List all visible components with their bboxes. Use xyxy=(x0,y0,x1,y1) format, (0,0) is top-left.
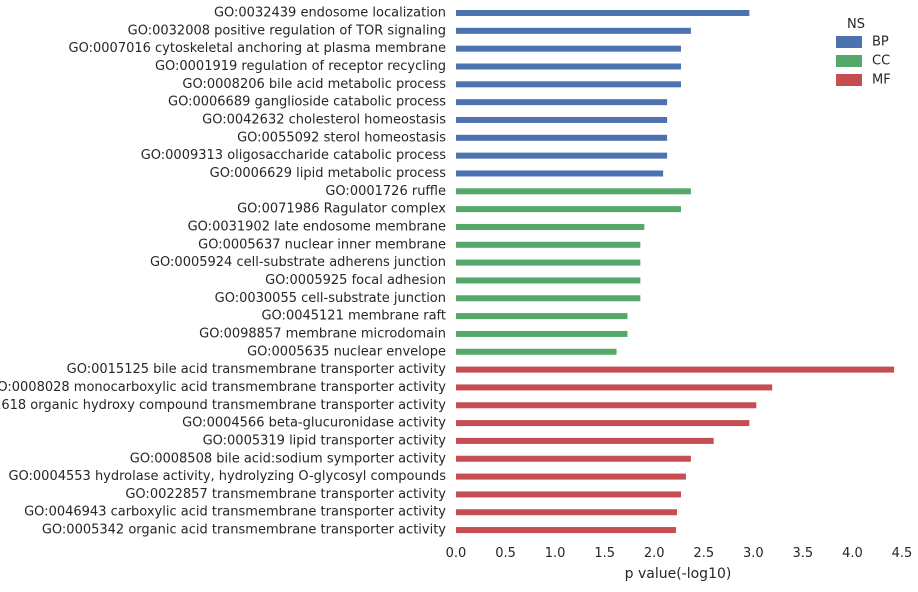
category-label: GO:0005319 lipid transporter activity xyxy=(203,433,447,448)
bar-mf xyxy=(456,366,895,373)
category-label: GO:0055092 sterol homeostasis xyxy=(237,130,446,145)
x-tick-label: 3.5 xyxy=(793,546,814,561)
category-label: GO:0005637 nuclear inner membrane xyxy=(198,237,446,252)
bar-cc xyxy=(456,348,617,355)
category-label: GO:0007016 cytoskeletal anchoring at pla… xyxy=(69,41,446,56)
bar-bp xyxy=(456,27,691,34)
category-label: GO:0005635 nuclear envelope xyxy=(247,344,446,359)
bar-bp xyxy=(456,81,681,88)
bar-cc xyxy=(456,277,641,284)
bar-cc xyxy=(456,259,641,266)
category-label: GO:0005924 cell-substrate adherens junct… xyxy=(150,255,446,270)
category-label: GO:0042632 cholesterol homeostasis xyxy=(202,112,446,127)
legend-label-bp: BP xyxy=(872,35,889,50)
category-label: GO:0008028 monocarboxylic acid transmemb… xyxy=(0,380,446,395)
legend: NS BP CC MF xyxy=(836,17,891,88)
bar-cc xyxy=(456,313,628,320)
category-label: GO:0001919 regulation of receptor recycl… xyxy=(155,59,446,74)
bar-mf xyxy=(456,384,773,391)
category-label: GO:0045121 membrane raft xyxy=(261,309,446,324)
category-label: GO:0022857 transmembrane transporter act… xyxy=(125,487,446,502)
bar-cc xyxy=(456,295,641,302)
bars-layer xyxy=(456,10,895,534)
bar-mf xyxy=(456,527,677,534)
bar-cc xyxy=(456,330,628,337)
bar-cc xyxy=(456,206,681,213)
category-label: GO:0032008 positive regulation of TOR si… xyxy=(128,23,446,38)
x-tick-label: 3.0 xyxy=(743,546,764,561)
category-label: GO:0005342 organic acid transmembrane tr… xyxy=(42,523,446,538)
category-label: GO:0031902 late endosome membrane xyxy=(188,219,446,234)
category-label: GO:0015125 bile acid transmembrane trans… xyxy=(67,362,447,377)
bar-bp xyxy=(456,10,750,16)
bar-mf xyxy=(456,402,757,409)
category-label: GO:0009313 oligosaccharide catabolic pro… xyxy=(141,148,447,163)
category-label: GO:0032439 endosome localization xyxy=(214,6,446,21)
category-label: GO:0005925 focal adhesion xyxy=(265,273,446,288)
category-label: GO:0008206 bile acid metabolic process xyxy=(182,77,446,92)
category-label: GO:0046943 carboxylic acid transmembrane… xyxy=(24,505,446,520)
x-axis-label: p value(-log10) xyxy=(625,566,732,582)
category-label: GO:0098857 membrane microdomain xyxy=(199,326,446,341)
category-label: GO:0001726 ruffle xyxy=(325,184,446,199)
legend-swatch-mf xyxy=(836,74,862,86)
x-tick-label: 4.0 xyxy=(842,546,863,561)
category-label: GO:0006689 ganglioside catabolic process xyxy=(168,95,446,110)
legend-swatch-bp xyxy=(836,36,862,48)
category-label: GO:0008508 bile acid:sodium symporter ac… xyxy=(130,451,447,466)
x-tick-label: 2.5 xyxy=(693,546,714,561)
bar-mf xyxy=(456,437,714,444)
category-label: GO:0071986 Ragulator complex xyxy=(237,202,446,217)
bar-bp xyxy=(456,99,668,106)
x-tick-label: 2.0 xyxy=(644,546,665,561)
bar-bp xyxy=(456,152,668,159)
bar-cc xyxy=(456,241,641,248)
x-axis-ticks: 0.0 0.5 1.0 1.5 2.0 2.5 3.0 3.5 4.0 4.5 xyxy=(446,546,913,561)
bar-mf xyxy=(456,420,750,427)
x-tick-label: 4.5 xyxy=(892,546,913,561)
bar-cc xyxy=(456,188,691,195)
category-label: GO:0030055 cell-substrate junction xyxy=(215,291,446,306)
category-label: GO:0004553 hydrolase activity, hydrolyzi… xyxy=(8,469,446,484)
legend-label-cc: CC xyxy=(872,54,890,69)
bar-mf xyxy=(456,509,678,516)
bar-mf xyxy=(456,455,691,462)
bar-bp xyxy=(456,134,668,141)
x-tick-label: 1.5 xyxy=(594,546,615,561)
bar-bp xyxy=(456,116,668,123)
category-labels: GO:0032439 endosome localization GO:00320… xyxy=(0,6,446,538)
x-tick-label: 0.5 xyxy=(495,546,516,561)
legend-swatch-cc xyxy=(836,55,862,67)
category-label: GO:1901618 organic hydroxy compound tran… xyxy=(0,398,446,413)
bar-bp xyxy=(456,45,681,52)
bar-cc xyxy=(456,223,645,230)
bar-bp xyxy=(456,170,664,177)
bar-mf xyxy=(456,473,686,480)
bar-mf xyxy=(456,491,681,498)
legend-label-mf: MF xyxy=(872,73,891,88)
legend-title: NS xyxy=(847,17,865,32)
x-tick-label: 1.0 xyxy=(545,546,566,561)
x-tick-label: 0.0 xyxy=(446,546,467,561)
category-label: GO:0006629 lipid metabolic process xyxy=(210,166,447,181)
category-label: GO:0004566 beta-glucuronidase activity xyxy=(182,416,446,431)
bar-bp xyxy=(456,63,681,70)
